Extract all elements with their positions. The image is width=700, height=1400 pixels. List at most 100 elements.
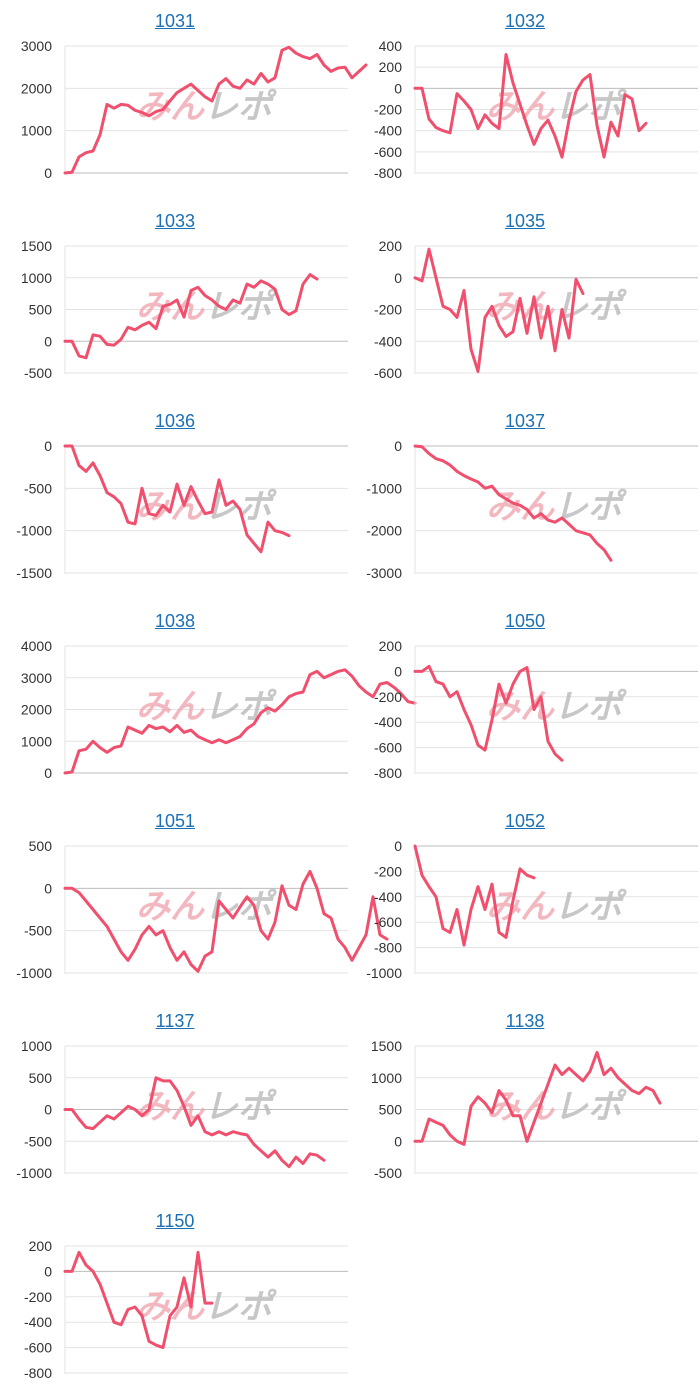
watermark-logo: みんレポ: [136, 487, 277, 527]
watermark-logo: みんレポ: [486, 1087, 627, 1127]
chart-title-link[interactable]: 1037: [504, 411, 546, 431]
y-tick-label: 3000: [21, 670, 52, 686]
chart-title-link[interactable]: 1033: [154, 211, 196, 231]
y-tick-label: 1000: [21, 733, 52, 749]
y-tick-label: -600: [374, 365, 402, 381]
y-tick-label: -800: [374, 765, 402, 781]
chart-panel-1031: 1031 3000 2000 1000 0 みんレポ: [0, 0, 368, 200]
y-tick-label: -400: [24, 1314, 52, 1330]
chart-title-link[interactable]: 1051: [154, 811, 196, 831]
line-chart: 1500 1000 500 0 -500 みんレポ: [21, 238, 348, 381]
y-tick-label: 1500: [371, 1038, 402, 1054]
chart-title-link[interactable]: 1035: [504, 211, 546, 231]
y-tick-label: 1000: [21, 1038, 52, 1054]
y-tick-label: -500: [24, 480, 52, 496]
chart-panel-1051: 1051 500 0 -500 -1000 みんレポ: [0, 800, 389, 1000]
y-tick-label: 500: [29, 1070, 53, 1086]
y-tick-label: -600: [374, 914, 402, 930]
y-tick-label: 0: [44, 765, 52, 781]
line-chart: 200 0 -200 -400 -600 -800 みんレポ: [374, 638, 698, 781]
chart-panel-1038: 1038 4000 3000 2000 1000 0 みんレポ: [0, 600, 417, 800]
y-tick-label: 0: [44, 438, 52, 454]
watermark-logo: みんレポ: [486, 887, 627, 927]
y-tick-label: 2000: [21, 702, 52, 718]
y-tick-label: -1000: [366, 965, 402, 981]
series-line: [63, 444, 291, 554]
chart-title-link[interactable]: 1052: [504, 811, 546, 831]
y-tick-label: -1500: [16, 565, 52, 581]
y-tick-label: -400: [374, 333, 402, 349]
y-tick-label: 400: [379, 38, 403, 54]
y-tick-label: 0: [394, 1133, 402, 1149]
chart-title-link[interactable]: 1032: [504, 11, 546, 31]
y-tick-label: 1500: [21, 238, 52, 254]
y-tick-label: -200: [24, 1289, 52, 1305]
series-line: [63, 668, 417, 775]
y-tick-label: -600: [374, 740, 402, 756]
y-tick-label: 500: [29, 838, 53, 854]
y-tick-label: 0: [44, 165, 52, 181]
series-line: [413, 1050, 662, 1146]
line-chart: 200 0 -200 -400 -600 みんレポ: [374, 238, 698, 381]
chart-title-link[interactable]: 1137: [155, 1011, 195, 1031]
chart-panel-1052: 1052 0 -200 -400 -600 -800 -1000 みんレポ: [350, 800, 700, 1000]
chart-panel-1150: 1150 200 0 -200 -400 -600 -800 みんレポ: [0, 1200, 350, 1400]
y-tick-label: -500: [24, 1133, 52, 1149]
watermark-logo: みんレポ: [136, 687, 277, 727]
chart-panel-1138: 1138 1500 1000 500 0 -500 みんレポ: [350, 1000, 700, 1200]
y-tick-label: -500: [24, 365, 52, 381]
watermark-logo: みんレポ: [486, 687, 627, 727]
y-tick-label: 0: [44, 880, 52, 896]
line-chart: 0 -200 -400 -600 -800 -1000 みんレポ: [366, 838, 698, 981]
line-chart: 400 200 0 -200 -400 -600 -800 みんレポ: [374, 38, 698, 181]
chart-title-link[interactable]: 1036: [154, 411, 196, 431]
y-tick-label: 0: [394, 663, 402, 679]
y-tick-label: -1000: [16, 965, 52, 981]
y-tick-label: -1000: [16, 1165, 52, 1181]
series-line: [63, 45, 368, 175]
y-tick-label: -1000: [16, 523, 52, 539]
y-tick-label: -200: [374, 863, 402, 879]
y-tick-label: -400: [374, 889, 402, 905]
y-tick-label: -400: [374, 714, 402, 730]
chart-panel-1037: 1037 0 -1000 -2000 -3000 みんレポ: [350, 400, 700, 600]
y-tick-label: -1000: [366, 480, 402, 496]
y-tick-label: -800: [374, 940, 402, 956]
series-line: [63, 1250, 214, 1350]
y-tick-label: -600: [374, 144, 402, 160]
y-tick-label: -2000: [366, 523, 402, 539]
y-tick-label: -200: [374, 689, 402, 705]
y-tick-label: 500: [29, 302, 53, 318]
watermark-logo: みんレポ: [136, 287, 277, 327]
y-tick-label: 0: [44, 1263, 52, 1279]
y-tick-label: 200: [379, 238, 403, 254]
line-chart: 3000 2000 1000 0 みんレポ: [21, 38, 368, 181]
watermark-logo: みんレポ: [136, 87, 277, 127]
chart-panel-1032: 1032 400 200 0 -200 -400 -600 -800 みんレポ: [350, 0, 700, 200]
y-tick-label: -800: [374, 165, 402, 181]
y-tick-label: 4000: [21, 638, 52, 654]
y-tick-label: -500: [24, 923, 52, 939]
line-chart: 4000 3000 2000 1000 0 みんレポ: [21, 638, 417, 781]
chart-title-link[interactable]: 1038: [154, 611, 196, 631]
y-tick-label: -200: [374, 302, 402, 318]
series-line: [63, 273, 319, 360]
y-tick-label: 1000: [371, 1070, 402, 1086]
y-tick-label: -400: [374, 123, 402, 139]
series-line: [413, 247, 585, 373]
y-tick-label: -800: [24, 1365, 52, 1381]
chart-title-link[interactable]: 1050: [504, 611, 546, 631]
watermark-logo: みんレポ: [486, 87, 627, 127]
line-chart: 1500 1000 500 0 -500 みんレポ: [371, 1038, 698, 1181]
y-tick-label: -500: [374, 1165, 402, 1181]
chart-title-link[interactable]: 1031: [154, 11, 196, 31]
chart-panel-1035: 1035 200 0 -200 -400 -600 みんレポ: [350, 200, 700, 400]
series-line: [63, 1076, 326, 1169]
chart-title-link[interactable]: 1150: [155, 1211, 195, 1231]
y-tick-label: 0: [394, 838, 402, 854]
chart-panel-1033: 1033 1500 1000 500 0 -500 みんレポ: [0, 200, 350, 400]
y-tick-label: 1000: [21, 123, 52, 139]
chart-title-link[interactable]: 1138: [505, 1011, 545, 1031]
